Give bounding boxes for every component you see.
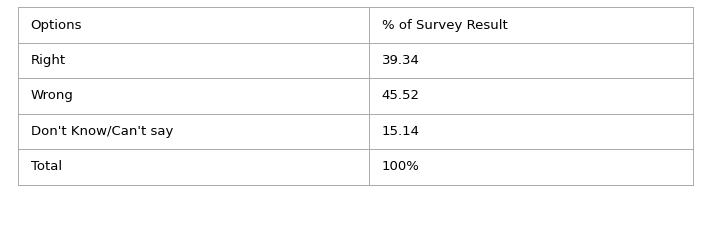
Text: Total: Total bbox=[31, 160, 62, 174]
Text: Right: Right bbox=[31, 54, 65, 67]
Text: % of Survey Result: % of Survey Result bbox=[382, 18, 508, 32]
Text: 100%: 100% bbox=[382, 160, 419, 174]
Text: Options: Options bbox=[31, 18, 82, 32]
Text: 45.52: 45.52 bbox=[382, 89, 419, 103]
Text: Don't Know/Can't say: Don't Know/Can't say bbox=[31, 125, 173, 138]
Text: 39.34: 39.34 bbox=[382, 54, 419, 67]
Text: Wrong: Wrong bbox=[31, 89, 73, 103]
Text: 15.14: 15.14 bbox=[382, 125, 419, 138]
